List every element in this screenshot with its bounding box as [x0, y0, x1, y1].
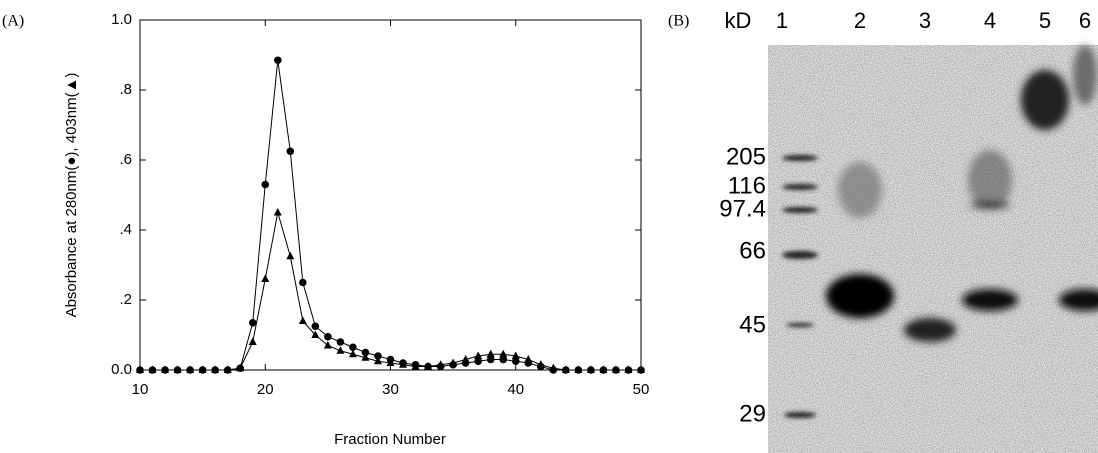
- lane-label: 2: [854, 8, 866, 33]
- y-axis-label: Absorbance at 280nm(●), 403nm(▲): [63, 73, 80, 318]
- page: (A) Absorbance at 280nm(●), 403nm(▲) Fra…: [0, 0, 1098, 453]
- panel-label: (A): [2, 13, 24, 30]
- triangle-marker: [499, 350, 507, 358]
- marker-label: 66: [739, 237, 766, 264]
- triangle-marker: [324, 341, 332, 349]
- x-tick-label: 30: [382, 381, 399, 398]
- lane-label: 5: [1039, 8, 1051, 33]
- unit-label: kD: [725, 8, 752, 33]
- triangle-marker: [249, 338, 257, 346]
- triangle-marker: [261, 275, 269, 283]
- y-tick-label: 0.0: [111, 361, 132, 378]
- triangle-marker: [274, 208, 282, 216]
- circle-marker: [287, 147, 295, 155]
- x-tick-label: 10: [132, 381, 149, 398]
- lane-labels: 1 2 3 4 5 6: [776, 8, 1091, 33]
- triangle-marker: [286, 252, 294, 260]
- series-line: [140, 60, 641, 370]
- lane-label: 3: [919, 8, 931, 33]
- circle-marker: [274, 56, 282, 64]
- circle-marker: [324, 333, 332, 341]
- circle-marker: [299, 279, 307, 287]
- circle-marker: [312, 322, 320, 330]
- triangle-marker: [487, 350, 495, 358]
- y-tick-label: .4: [119, 221, 132, 238]
- lane-label: 1: [776, 8, 788, 33]
- series-line: [140, 213, 641, 371]
- y-tick-label: .2: [119, 291, 132, 308]
- marker-label: 97.4: [719, 195, 766, 222]
- y-tick-label: .6: [119, 151, 132, 168]
- x-axis-label: Fraction Number: [334, 431, 446, 448]
- circle-marker: [261, 181, 269, 189]
- panel-label: (B): [668, 13, 689, 30]
- plot-frame: [140, 20, 641, 370]
- marker-label: 205: [726, 143, 766, 170]
- lane-label: 4: [984, 8, 996, 33]
- marker-label: 45: [739, 311, 766, 338]
- circle-marker: [249, 319, 257, 327]
- figure: (A) Absorbance at 280nm(●), 403nm(▲) Fra…: [0, 0, 1098, 453]
- circle-marker: [337, 338, 345, 346]
- y-tick-label: .8: [119, 81, 132, 98]
- x-tick-label: 40: [507, 381, 524, 398]
- x-tick-label: 20: [257, 381, 274, 398]
- marker-label: 29: [739, 400, 766, 427]
- x-tick-label: 50: [633, 381, 650, 398]
- triangle-marker: [299, 317, 307, 325]
- gel: [768, 45, 1098, 453]
- y-tick-label: 1.0: [111, 11, 132, 28]
- lane-label: 6: [1079, 8, 1091, 33]
